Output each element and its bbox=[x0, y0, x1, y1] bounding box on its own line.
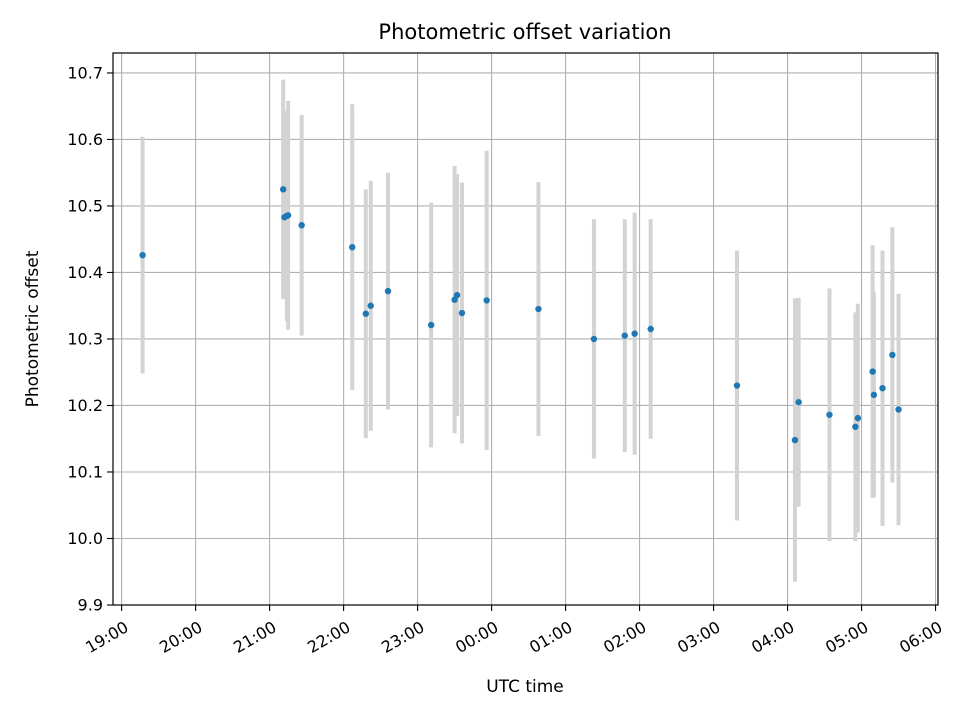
y-tick-label: 10.1 bbox=[67, 463, 103, 482]
data-point bbox=[458, 309, 466, 317]
data-point bbox=[879, 384, 886, 392]
data-point bbox=[384, 287, 392, 295]
data-point bbox=[535, 305, 542, 313]
data-point bbox=[869, 368, 876, 375]
y-tick-label: 10.0 bbox=[67, 529, 103, 548]
data-point bbox=[453, 291, 461, 299]
data-point bbox=[284, 212, 292, 219]
y-tick-label: 10.4 bbox=[67, 263, 103, 282]
data-point bbox=[733, 382, 741, 389]
data-point bbox=[889, 351, 896, 359]
data-point bbox=[427, 321, 435, 329]
data-point bbox=[870, 391, 878, 399]
x-axis-label: UTC time bbox=[486, 677, 564, 697]
data-point bbox=[362, 310, 370, 317]
data-points bbox=[139, 186, 902, 444]
data-point bbox=[298, 222, 305, 229]
y-tick-label: 9.9 bbox=[78, 596, 103, 615]
data-point bbox=[483, 297, 490, 304]
data-point bbox=[647, 325, 654, 333]
data-point bbox=[631, 330, 638, 337]
data-point bbox=[826, 411, 833, 418]
data-point bbox=[621, 332, 628, 339]
y-tick-label: 10.5 bbox=[67, 197, 103, 216]
data-point bbox=[349, 243, 356, 251]
y-tick-label: 10.7 bbox=[67, 64, 103, 83]
data-point bbox=[895, 406, 902, 413]
y-axis-label: Photometric offset bbox=[23, 250, 43, 407]
data-point bbox=[791, 436, 799, 444]
data-point bbox=[854, 414, 862, 422]
data-point bbox=[279, 186, 287, 193]
grid bbox=[113, 53, 938, 606]
y-tick-label: 10.6 bbox=[67, 130, 103, 149]
chart-title: Photometric offset variation bbox=[378, 20, 671, 44]
data-point bbox=[139, 251, 146, 259]
y-tick-label: 10.2 bbox=[67, 396, 103, 415]
y-axis: 9.9 10.0 10.1 10.2 10.3 10.4 10.5 10.6 10.7 bbox=[67, 64, 113, 615]
y-tick-label: 10.3 bbox=[67, 330, 103, 349]
data-point bbox=[590, 335, 598, 343]
data-point bbox=[852, 423, 859, 430]
data-point bbox=[367, 302, 374, 309]
data-point bbox=[795, 398, 802, 406]
plot-frame bbox=[112, 52, 939, 606]
